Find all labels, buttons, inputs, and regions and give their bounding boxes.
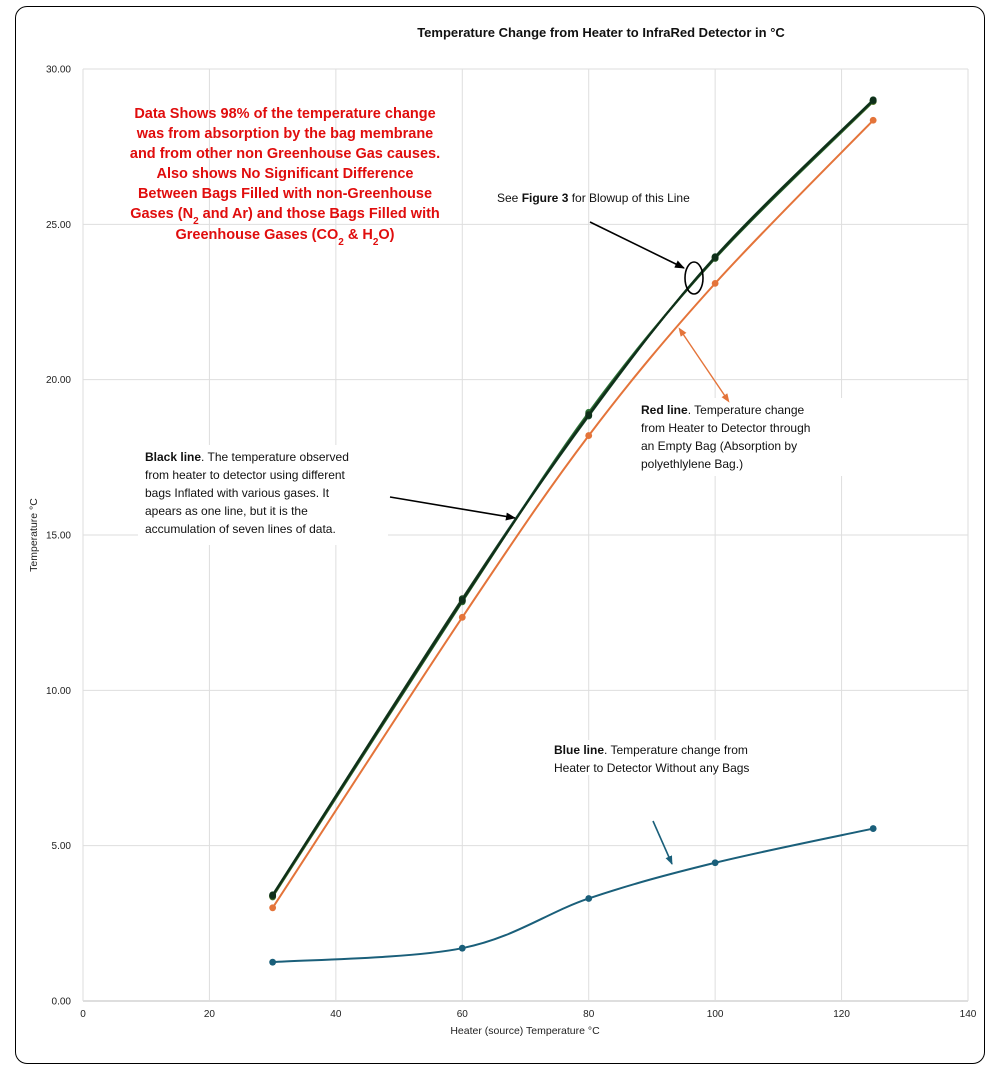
red-line-arrow [678, 327, 730, 403]
axis-ticks: 0.00 5.00 10.00 15.00 20.00 25.00 30.00 0 20 40 60… [46, 65, 977, 1021]
svg-text:and from other non Greenhouse: and from other non Greenhouse Gas causes… [130, 146, 440, 162]
x-tick-label: 60 [457, 1009, 469, 1020]
series-line [271, 99, 874, 896]
y-tick-label: 25.00 [46, 220, 71, 231]
figure-note-arrow [589, 221, 685, 269]
y-tick-label: 0.00 [52, 997, 72, 1008]
data-point [585, 895, 593, 902]
y-tick-label: 30.00 [46, 65, 71, 76]
svg-text:accumulation of seven lines of: accumulation of seven lines of data. [145, 522, 336, 536]
y-tick-label: 20.00 [46, 375, 71, 386]
svg-text:apears as one line, but it is: apears as one line, but it is the [145, 504, 308, 518]
data-point [869, 96, 877, 104]
series-lines [269, 96, 877, 966]
x-tick-label: 120 [833, 1009, 850, 1020]
blowup-ellipse [684, 261, 704, 295]
x-tick-label: 0 [80, 1009, 86, 1020]
x-tick-label: 100 [707, 1009, 724, 1020]
red-annotation: Data Shows 98% of the temperature change… [130, 106, 440, 248]
x-tick-label: 40 [330, 1009, 342, 1020]
data-point [269, 904, 277, 912]
x-axis-title: Heater (source) Temperature °C [450, 1025, 600, 1037]
data-point [458, 613, 466, 621]
blue-line-annotation: Blue line. Temperature change from Heate… [554, 743, 749, 775]
svg-text:from Heater to Detector throug: from Heater to Detector through [641, 421, 810, 435]
data-point [585, 432, 593, 439]
svg-text:Gases (N2 and Ar) and those Ba: Gases (N2 and Ar) and those Bags Filled … [130, 206, 440, 227]
data-point [711, 279, 719, 287]
annotation-mask-blue [550, 740, 760, 775]
svg-text:Heater to Detector Without any: Heater to Detector Without any Bags [554, 761, 749, 775]
data-point [869, 116, 877, 124]
red-line-annotation: Red line. Temperature change from Heater… [641, 403, 810, 471]
y-tick-label: 10.00 [46, 686, 71, 697]
x-tick-label: 140 [960, 1009, 977, 1020]
data-point [269, 958, 277, 966]
series-7 [269, 116, 877, 912]
svg-text:Between Bags Filled with non-G: Between Bags Filled with non-Greenhouse [138, 186, 432, 202]
x-tick-label: 80 [583, 1009, 595, 1020]
series-line [271, 119, 874, 909]
svg-text:bags Inflated with various gas: bags Inflated with various gases. It [145, 486, 330, 500]
svg-text:from heater to detector using: from heater to detector using different [145, 468, 346, 482]
figure-note: See Figure 3 for Blowup of this Line [497, 191, 690, 205]
series-6 [269, 96, 877, 899]
svg-text:Data Shows 98% of the temperat: Data Shows 98% of the temperature change [134, 106, 435, 122]
y-axis-title: Temperature °C [28, 498, 40, 572]
black-line-annotation: Black line. The temperature observed fro… [145, 450, 349, 536]
data-point [269, 891, 277, 899]
svg-text:Also shows No Significant Diff: Also shows No Significant Difference [156, 166, 413, 182]
x-tick-label: 20 [204, 1009, 216, 1020]
svg-text:polyethlylene Bag.): polyethlylene Bag.) [641, 457, 743, 471]
svg-text:Red line. Temperature change: Red line. Temperature change [641, 403, 805, 417]
series-line [272, 827, 874, 964]
data-point [869, 825, 877, 832]
black-line-arrow [389, 496, 516, 521]
y-tick-label: 5.00 [52, 841, 72, 852]
svg-text:Blue line. Temperature change: Blue line. Temperature change from [554, 743, 748, 757]
svg-text:was from absorption by the bag: was from absorption by the bag membrane [136, 126, 434, 142]
svg-text:an Empty Bag (Absorption by: an Empty Bag (Absorption by [641, 439, 797, 453]
chart-frame [15, 6, 985, 1064]
svg-text:Black line. The temperature o: Black line. The temperature observed [145, 450, 349, 464]
svg-text:Greenhouse Gases (CO2 & H2O): Greenhouse Gases (CO2 & H2O) [175, 227, 394, 248]
y-tick-label: 15.00 [46, 531, 71, 542]
annotation-mask-black [138, 445, 388, 545]
data-point [458, 596, 466, 604]
data-point [711, 859, 719, 867]
blue-line-arrow [652, 820, 673, 865]
data-point [458, 944, 466, 952]
data-point [585, 411, 593, 419]
chart-title: Temperature Change from Heater to InfraR… [417, 25, 785, 40]
series-8 [269, 825, 877, 966]
annotation-mask-red [633, 398, 843, 476]
data-point [711, 253, 719, 261]
